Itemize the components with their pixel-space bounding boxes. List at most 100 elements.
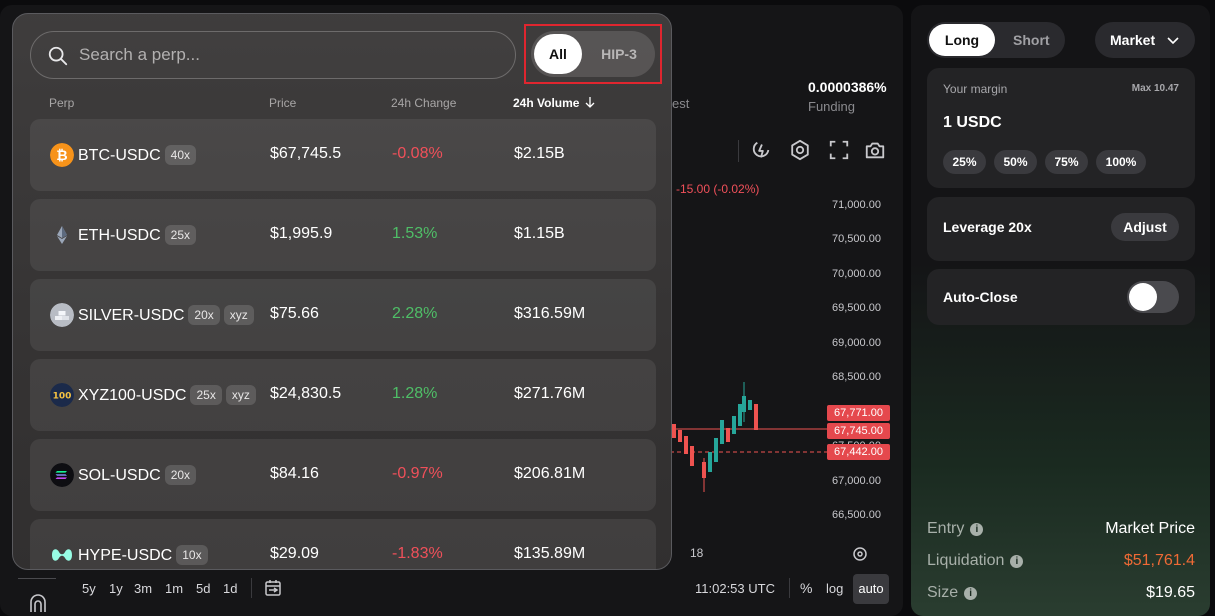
margin-75-button[interactable]: 75%	[1045, 150, 1088, 174]
tab-long[interactable]: Long	[929, 24, 995, 56]
y-axis-label: 66,500.00	[832, 509, 881, 521]
candles	[672, 382, 758, 492]
leverage-card: Leverage 20x Adjust	[927, 197, 1195, 261]
column-header-volume[interactable]: 24h Volume	[513, 96, 595, 110]
candle	[738, 404, 742, 426]
perp-row-sol[interactable]: SOL-USDC 20x $84.16 -0.97% $206.81M	[30, 439, 656, 511]
column-header-change[interactable]: 24h Change	[391, 96, 457, 110]
perp-volume: $206.81M	[514, 465, 586, 482]
candle	[748, 400, 752, 410]
camera-icon[interactable]	[864, 139, 886, 161]
margin-label: Your margin	[943, 82, 1008, 96]
entry-label: Entry	[927, 520, 965, 537]
percent-scale-button[interactable]: %	[800, 580, 813, 596]
perp-volume: $135.89M	[514, 545, 586, 562]
info-icon[interactable]: i	[964, 587, 978, 600]
perp-change: 1.28%	[392, 385, 438, 402]
margin-50-button[interactable]: 50%	[994, 150, 1037, 174]
filter-all-button[interactable]: All	[534, 34, 582, 74]
candlestick-chart	[670, 382, 828, 492]
candle	[678, 430, 682, 442]
order-type-label: Market	[1110, 32, 1156, 48]
entry-key: Entry i	[927, 520, 984, 538]
perp-price: $29.09	[270, 545, 319, 562]
silver-icon	[50, 303, 74, 327]
perp-volume: $1.15B	[514, 225, 565, 242]
perp-price: $24,830.5	[270, 385, 342, 402]
search-field[interactable]	[30, 31, 516, 79]
perp-name: ETH-USDC 25x	[78, 225, 197, 245]
perp-symbol: SOL-USDC	[78, 467, 161, 484]
bar-divider	[789, 578, 790, 598]
leverage-badge: 20x	[164, 465, 197, 485]
tab-short[interactable]: Short	[1013, 32, 1050, 48]
period-5d[interactable]: 5d	[196, 581, 211, 596]
perp-symbol: BTC-USDC	[78, 147, 161, 164]
candle	[720, 420, 724, 444]
hyperliquid-icon	[52, 549, 72, 561]
auto-close-label: Auto-Close	[943, 289, 1018, 305]
margin-25-button[interactable]: 25%	[943, 150, 986, 174]
gear-icon[interactable]	[789, 139, 811, 161]
funding-value: 0.0000386%	[808, 79, 887, 95]
sort-descending-icon	[586, 97, 595, 108]
perp-name: HYPE-USDC 10x	[78, 545, 208, 565]
margin-100-button[interactable]: 100%	[1096, 150, 1146, 174]
filter-hip3-button[interactable]: HIP-3	[601, 46, 637, 62]
leverage-label: Leverage 20x	[943, 219, 1032, 235]
ethereum-icon	[57, 226, 67, 244]
order-panel: Long Short Market Your margin Max 10.47 …	[911, 5, 1210, 616]
period-1d[interactable]: 1d	[223, 581, 238, 596]
perp-row-xyz100[interactable]: 100 XYZ100-USDC 25x xyz $24,830.5 1.28% $2…	[30, 359, 656, 431]
leverage-badge: 10x	[176, 545, 208, 565]
perp-row-btc[interactable]: ₿ BTC-USDC 40x $67,745.5 -0.08% $2.15B	[30, 119, 656, 191]
perp-change: 2.28%	[392, 305, 438, 322]
bar-divider	[251, 578, 252, 598]
side-tabs: Long Short	[927, 22, 1065, 58]
y-axis-label: 71,000.00	[832, 199, 881, 211]
search-input[interactable]	[79, 32, 499, 78]
adjust-leverage-button[interactable]: Adjust	[1111, 213, 1179, 241]
fullscreen-icon[interactable]	[828, 139, 850, 161]
funding-label: Funding	[808, 99, 855, 114]
candle	[726, 428, 730, 442]
y-axis-label: 69,500.00	[832, 302, 881, 314]
column-header-price[interactable]: Price	[269, 96, 297, 110]
dex-tag-badge: xyz	[223, 305, 254, 325]
perp-row-silver[interactable]: SILVER-USDC 20x xyz $75.66 2.28% $316.59M	[30, 279, 656, 351]
auto-close-card: Auto-Close	[927, 269, 1195, 325]
perp-row-hype[interactable]: HYPE-USDC 10x $29.09 -1.83% $135.89M	[30, 519, 656, 569]
solana-icon	[50, 463, 74, 487]
entry-row: Entry i Market Price	[927, 520, 1195, 542]
perp-price: $84.16	[270, 465, 319, 482]
margin-input[interactable]: 1 USDC	[943, 114, 1002, 131]
period-1y[interactable]: 1y	[109, 581, 123, 596]
leverage-badge: 25x	[190, 385, 222, 405]
perp-price: $75.66	[270, 305, 319, 322]
funding-stat: 0.0000386% Funding	[808, 79, 887, 114]
period-3m[interactable]: 3m	[134, 581, 153, 596]
auto-scale-button[interactable]: auto	[853, 574, 889, 604]
log-scale-button[interactable]: log	[826, 581, 844, 596]
column-header-perp[interactable]: Perp	[49, 96, 75, 110]
auto-close-toggle[interactable]	[1127, 281, 1179, 313]
home-icon[interactable]	[28, 592, 48, 612]
leverage-badge: 20x	[188, 305, 220, 325]
period-5y[interactable]: 5y	[82, 581, 96, 596]
search-icon	[48, 46, 68, 66]
info-icon[interactable]: i	[970, 523, 984, 536]
indicator-icon[interactable]	[750, 139, 772, 161]
order-type-dropdown[interactable]: Market	[1095, 22, 1195, 58]
candle	[714, 438, 718, 462]
price-change-text: -15.00 (-0.02%)	[676, 182, 760, 196]
y-axis-label: 70,500.00	[832, 233, 881, 245]
chart-settings-icon[interactable]	[852, 546, 868, 562]
period-1m[interactable]: 1m	[165, 581, 184, 596]
info-icon[interactable]: i	[1010, 555, 1024, 568]
size-label: Size	[927, 584, 959, 601]
xyz100-icon: 100	[50, 383, 74, 407]
y-axis-label: 67,000.00	[832, 475, 881, 487]
perp-selector-popover: All HIP-3 Perp Price 24h Change 24h Volu…	[12, 13, 672, 570]
perp-row-eth[interactable]: ETH-USDC 25x $1,995.9 1.53% $1.15B	[30, 199, 656, 271]
date-range-icon[interactable]	[263, 578, 283, 598]
